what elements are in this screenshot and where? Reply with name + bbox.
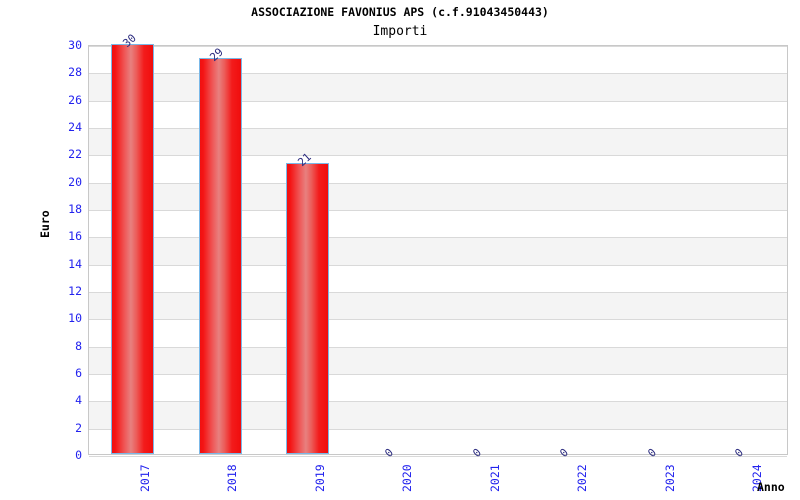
gridline [89, 183, 787, 184]
gridline [89, 347, 787, 348]
x-tick-label: 2019 [312, 464, 327, 492]
y-axis-tick-labels: 30 28 26 24 22 20 18 16 14 12 10 8 6 4 2 0 [0, 38, 82, 462]
plot-area: 30 29 21 0 0 0 0 0 [88, 31, 788, 460]
plot-band [89, 292, 787, 320]
x-tick-label: 2022 [575, 464, 590, 492]
bar [198, 57, 242, 454]
bar-value-label: 0 [470, 445, 484, 460]
x-tick-label: 2020 [400, 464, 415, 492]
y-tick-label: 24 [68, 120, 82, 134]
y-tick-label: 28 [68, 65, 82, 80]
y-tick-label: 12 [68, 284, 82, 298]
y-tick-label: 26 [68, 92, 82, 107]
gridline [89, 265, 787, 266]
gridline [89, 128, 787, 129]
plot-band [89, 128, 787, 156]
y-tick-label: 0 [75, 448, 82, 462]
x-axis-title: Anno [757, 480, 785, 494]
x-tick-label: 2018 [225, 464, 240, 492]
y-tick-label: 16 [68, 229, 82, 244]
chart-subtitle: Importi [372, 24, 428, 39]
y-tick-label: 22 [68, 147, 82, 162]
y-tick-label: 30 [68, 38, 82, 52]
gridline [89, 292, 787, 293]
plot-band [89, 182, 787, 210]
plot-band [89, 346, 787, 374]
gridline [89, 210, 787, 211]
bar-value-label: 0 [382, 445, 397, 460]
gridline [89, 73, 787, 74]
gridline [89, 374, 787, 375]
bar-value-label: 0 [732, 445, 747, 460]
x-axis-tick-labels: 2017 2018 2019 2020 2021 2022 2023 2024 [88, 460, 788, 500]
gridline [89, 319, 787, 320]
y-tick-label: 6 [75, 366, 82, 380]
x-tick-label: 2023 [662, 464, 677, 492]
x-tick-label: 2021 [487, 464, 502, 492]
gridline [89, 401, 787, 402]
y-tick-label: 4 [75, 393, 82, 408]
gridline [89, 429, 787, 430]
gridline [89, 46, 787, 47]
gridline [89, 155, 787, 156]
gridline [89, 456, 787, 457]
bar-value-label: 0 [645, 445, 659, 460]
plot-band [89, 237, 787, 265]
gridline [89, 237, 787, 238]
y-tick-label: 18 [68, 202, 82, 216]
y-tick-label: 14 [68, 256, 82, 271]
plot-band [89, 401, 787, 429]
y-tick-label: 10 [68, 311, 82, 326]
y-tick-label: 8 [75, 338, 82, 353]
bar [111, 44, 155, 454]
plot-band [89, 73, 787, 101]
gridline [89, 101, 787, 102]
y-tick-label: 20 [68, 174, 82, 189]
bar-value-label: 0 [557, 445, 572, 460]
x-tick-label: 2017 [137, 464, 152, 492]
y-axis-title: Euro [38, 210, 52, 238]
bar [286, 162, 330, 454]
y-tick-label: 2 [75, 420, 82, 435]
chart-title: ASSOCIAZIONE FAVONIUS APS (c.f.910434504… [251, 5, 549, 19]
